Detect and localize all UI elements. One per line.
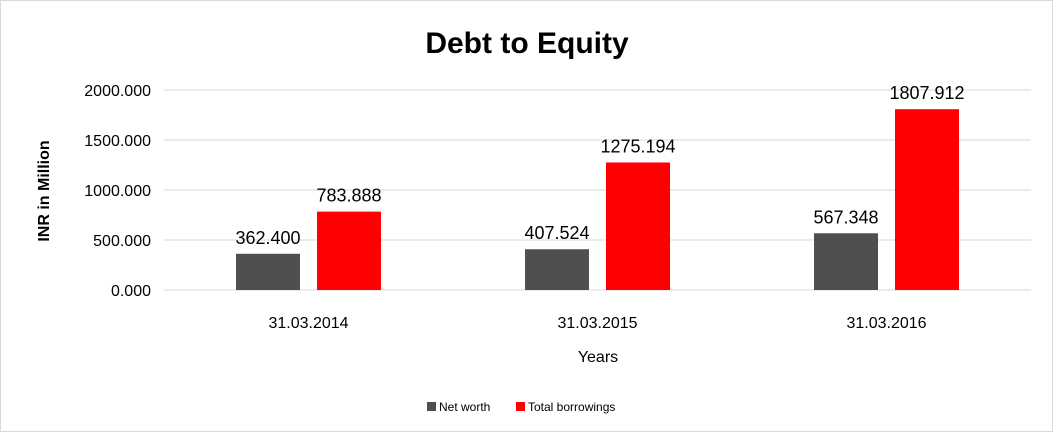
- legend-label: Total borrowings: [528, 400, 615, 414]
- gridlines: [164, 89, 1031, 241]
- y-tick-label: 2000.000: [84, 83, 151, 100]
- x-tick-label: 31.03.2016: [846, 315, 926, 332]
- chart-title: Debt to Equity: [425, 27, 629, 60]
- bar: [525, 249, 589, 290]
- bar: [317, 211, 381, 290]
- bars: 362.400 783.888 407.524 1275.194 567.348 1807…: [235, 83, 965, 290]
- data-label: 567.348: [813, 207, 878, 227]
- x-tick-label: 31.03.2014: [268, 315, 348, 332]
- data-label: 1807.912: [889, 83, 964, 103]
- legend-swatch: [427, 402, 436, 411]
- bar: [236, 253, 300, 290]
- data-label: 1275.194: [600, 136, 675, 156]
- y-tick-label: 1500.000: [84, 133, 151, 150]
- y-tick-label: 0.000: [111, 283, 151, 300]
- x-axis-ticks: 31.03.2014 31.03.2015 31.03.2016: [268, 315, 926, 332]
- y-tick-label: 500.000: [93, 233, 151, 250]
- y-axis-ticks: 0.000 500.000 1000.000 1500.000 2000.000: [84, 83, 151, 300]
- bar: [814, 233, 878, 290]
- x-tick-label: 31.03.2015: [557, 315, 637, 332]
- legend-label: Net worth: [439, 400, 490, 414]
- x-axis-label: Years: [578, 349, 618, 366]
- bar: [895, 109, 959, 290]
- legend: Net worth Total borrowings: [427, 400, 615, 414]
- y-tick-label: 1000.000: [84, 183, 151, 200]
- data-label: 783.888: [316, 186, 381, 206]
- data-label: 407.524: [524, 223, 589, 243]
- data-label: 362.400: [235, 228, 300, 248]
- bar: [606, 162, 670, 290]
- legend-swatch: [516, 402, 525, 411]
- y-axis-label: INR in Million: [36, 140, 53, 241]
